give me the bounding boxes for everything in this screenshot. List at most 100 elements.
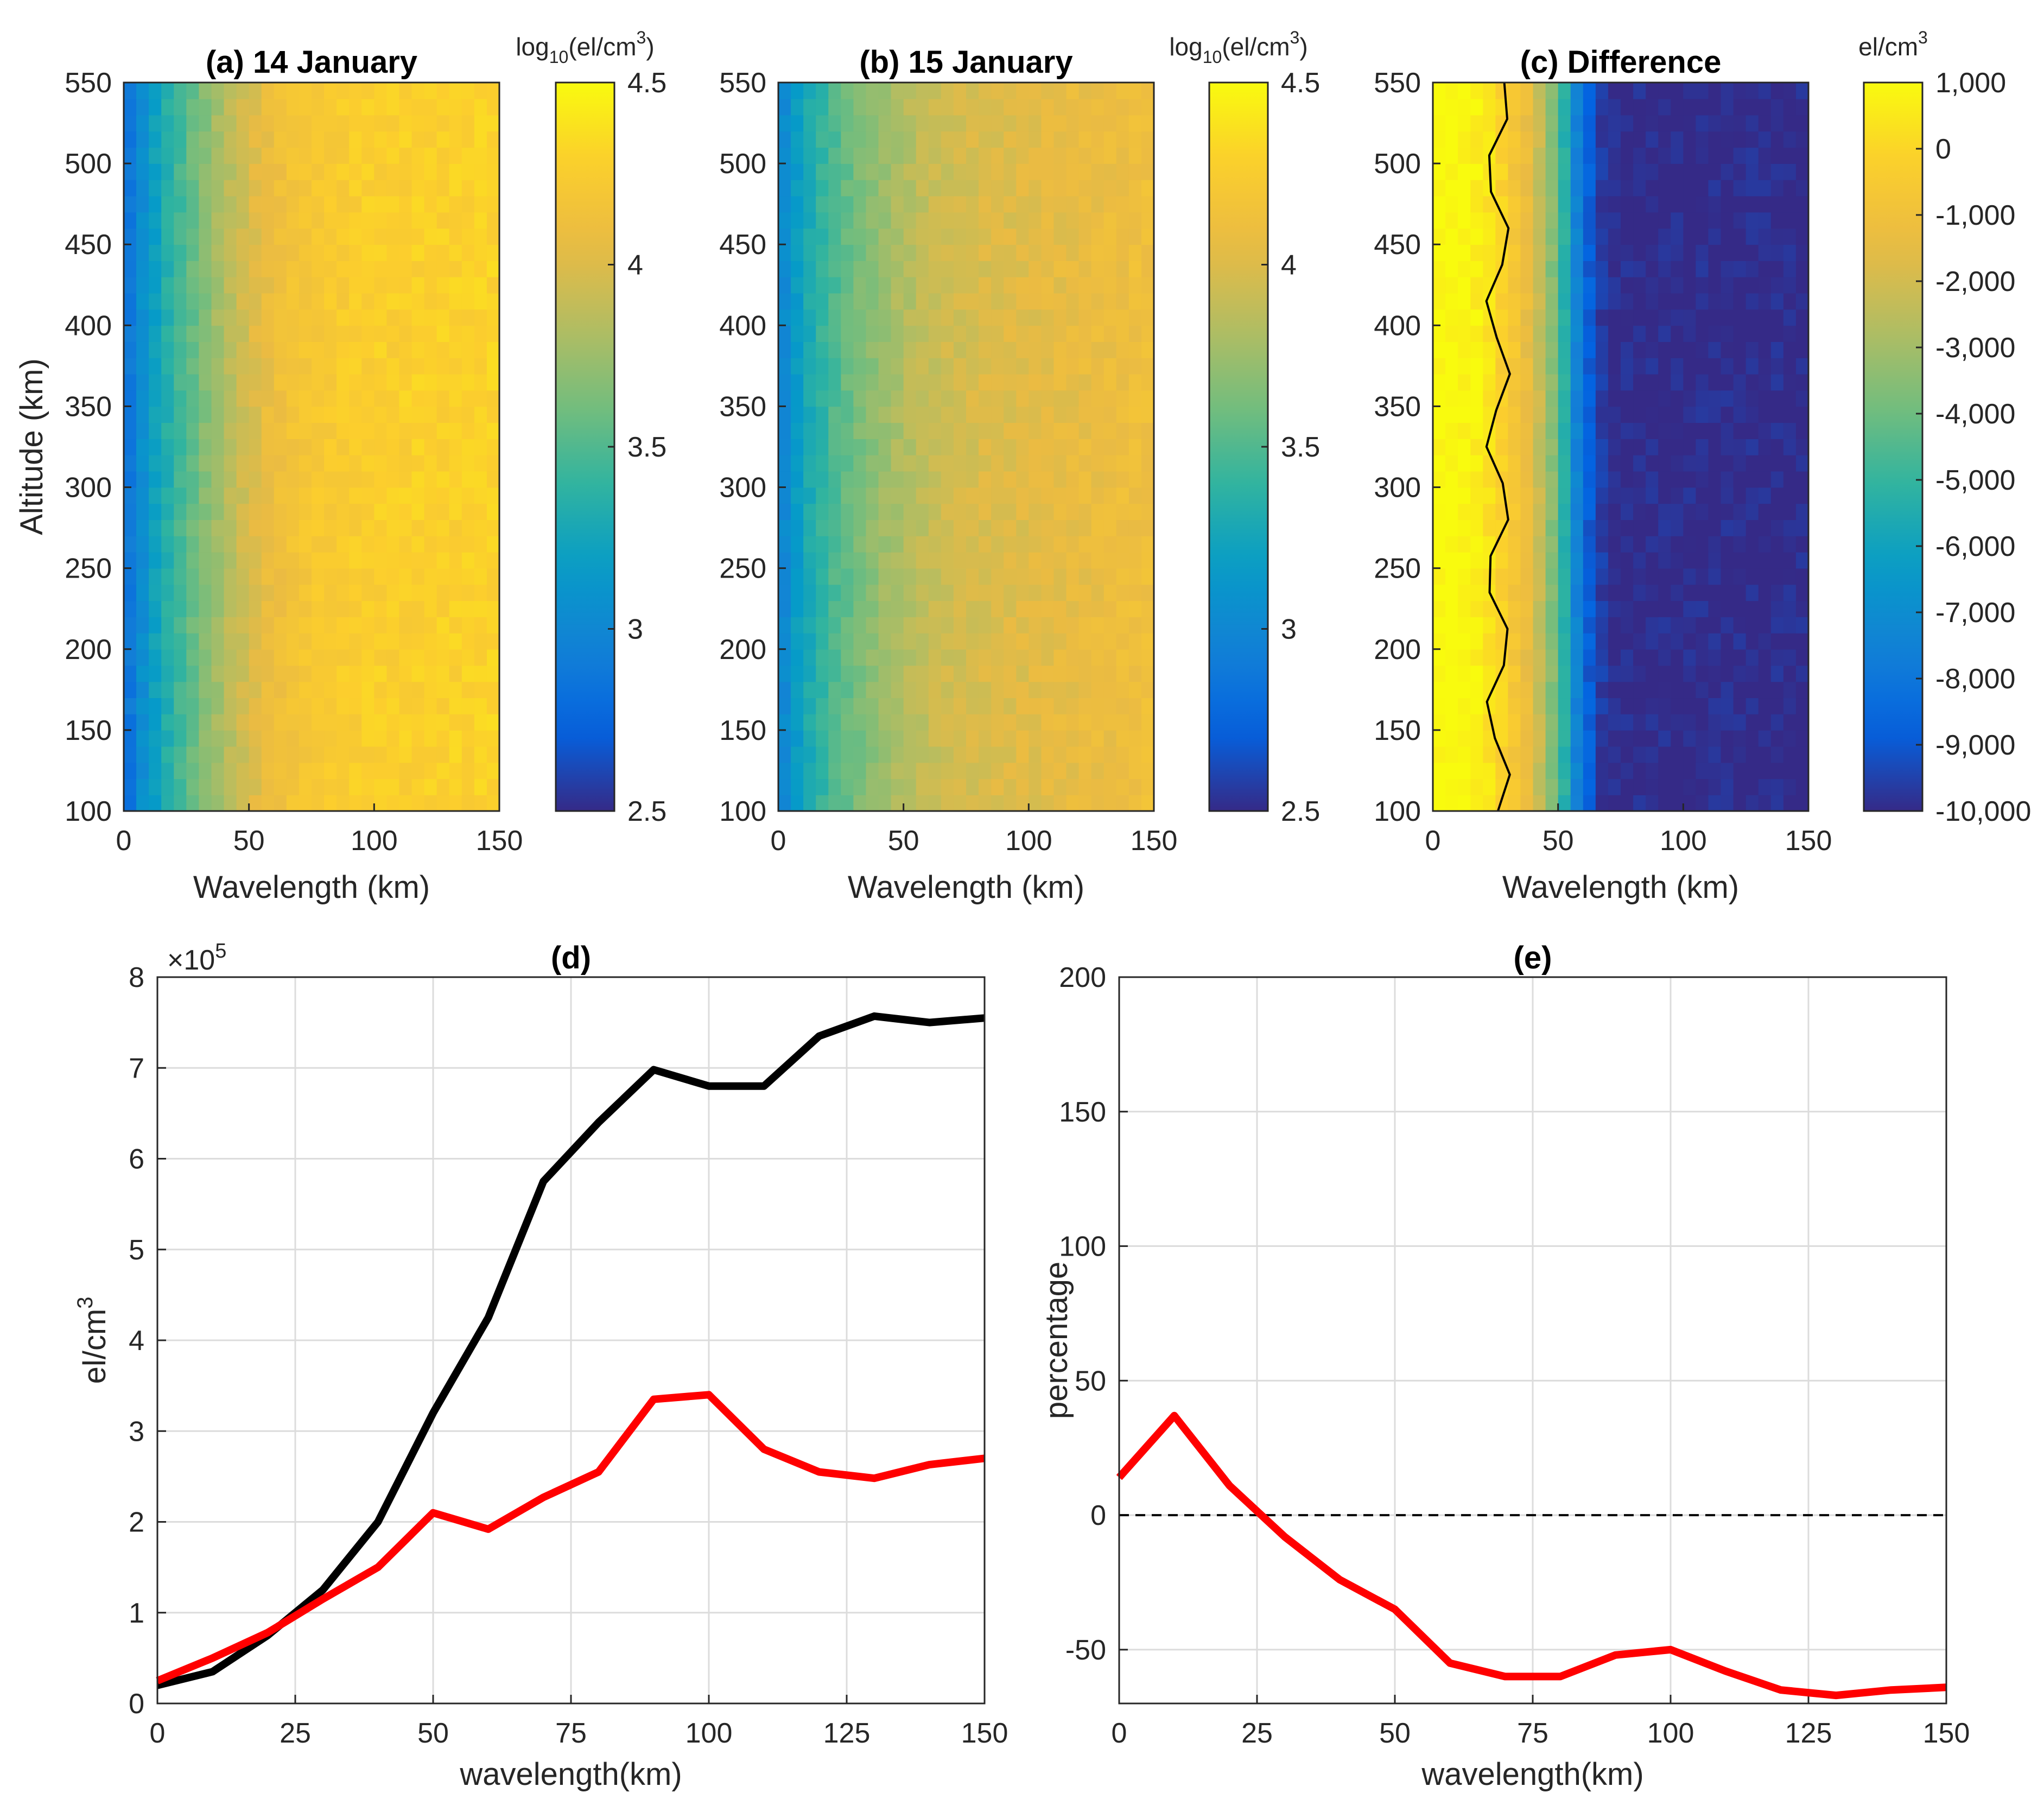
heatmap-cell (312, 487, 325, 504)
heatmap-cell (1103, 552, 1117, 569)
heatmap-cell (199, 276, 212, 294)
heatmap-cell (1646, 665, 1659, 682)
heatmap-cell (286, 98, 300, 116)
heatmap-cell (1745, 228, 1759, 245)
heatmap-cell (816, 762, 829, 780)
heatmap-cell (149, 632, 162, 650)
heatmap-cell (1533, 293, 1546, 310)
heatmap-cell (1570, 195, 1584, 213)
heatmap-cell (1608, 373, 1621, 391)
heatmap-cell (224, 617, 237, 634)
heatmap-cell (1570, 309, 1584, 326)
heatmap-cell (1545, 746, 1559, 763)
heatmap-cell (1053, 665, 1067, 682)
heatmap-cell (878, 276, 892, 294)
heatmap-cell (1053, 390, 1067, 407)
heatmap-cell (1545, 276, 1559, 294)
heatmap-cell (199, 373, 212, 391)
heatmap-cell (1696, 373, 1709, 391)
x-axis-label: Wavelength (km) (848, 870, 1084, 905)
heatmap-cell (337, 665, 350, 682)
heatmap-cell (424, 568, 437, 585)
heatmap-cell (249, 390, 262, 407)
heatmap-cell (1041, 795, 1055, 812)
heatmap-cell (1671, 552, 1684, 569)
heatmap-cell (161, 83, 175, 99)
heatmap-cell (1016, 617, 1030, 634)
heatmap-cell (1671, 778, 1684, 795)
y-tick-label: 300 (65, 472, 112, 504)
heatmap-cell (486, 195, 500, 213)
heatmap-cell (1103, 454, 1117, 472)
heatmap-cell (299, 762, 312, 780)
heatmap-cell (1533, 422, 1546, 439)
heatmap-cell (916, 439, 929, 455)
heatmap-cell (1633, 503, 1646, 520)
heatmap-cell (312, 617, 325, 634)
heatmap-cell (979, 261, 992, 277)
heatmap-cell (1633, 520, 1646, 536)
heatmap-cell (149, 746, 162, 763)
heatmap-cell (816, 357, 829, 375)
heatmap-cell (1671, 471, 1684, 488)
heatmap-cell (979, 406, 992, 423)
heatmap-cell (361, 487, 375, 504)
heatmap-cell (1141, 471, 1154, 488)
heatmap-cell (274, 373, 287, 391)
heatmap-cell (399, 536, 412, 553)
heatmap-cell (449, 341, 462, 358)
x-tick-label: 50 (1379, 1718, 1411, 1749)
heatmap-cell (1721, 698, 1734, 714)
heatmap-cell (1445, 147, 1458, 164)
heatmap-cell (411, 228, 425, 245)
heatmap-cell (1770, 778, 1784, 795)
heatmap-cell (286, 341, 300, 358)
heatmap-cell (903, 325, 917, 342)
heatmap-cell (778, 422, 791, 439)
heatmap-cell (386, 698, 400, 714)
heatmap-cell (399, 163, 412, 180)
heatmap-cell (1770, 83, 1784, 99)
heatmap-cell (249, 276, 262, 294)
heatmap-cell (1696, 536, 1709, 553)
heatmap-cell (449, 632, 462, 650)
heatmap-cell (1708, 552, 1722, 569)
heatmap-cell (161, 115, 175, 132)
heatmap-cell (791, 552, 804, 569)
data-series-line (156, 1391, 985, 1684)
heatmap-cell (486, 357, 500, 375)
heatmap-cell (186, 98, 200, 116)
heatmap-cell (1795, 131, 1809, 148)
heatmap-cell (1608, 471, 1621, 488)
heatmap-cell (1520, 309, 1534, 326)
heatmap-cell (1508, 762, 1521, 780)
heatmap-cell (953, 681, 967, 699)
heatmap-cell (966, 552, 979, 569)
heatmap-cell (449, 454, 462, 472)
heatmap-cell (1433, 228, 1446, 245)
heatmap-cell (1570, 698, 1584, 714)
heatmap-cell (1633, 681, 1646, 699)
heatmap-cell (903, 536, 917, 553)
heatmap-cell (1545, 147, 1559, 164)
heatmap-cell (399, 276, 412, 294)
heatmap-cell (778, 600, 791, 617)
heatmap-cell (953, 746, 967, 763)
heatmap-cell (816, 439, 829, 455)
heatmap-cell (966, 600, 979, 617)
heatmap-cell (436, 244, 450, 261)
heatmap-cell (274, 357, 287, 375)
heatmap-cell (1508, 617, 1521, 634)
heatmap-cell (436, 600, 450, 617)
heatmap-cell (199, 195, 212, 213)
heatmap-cell (249, 373, 262, 391)
heatmap-cell (1783, 730, 1797, 747)
heatmap-cell (1570, 568, 1584, 585)
heatmap-cell (1458, 632, 1471, 650)
heatmap-cell (941, 471, 954, 488)
heatmap-cell (374, 681, 388, 699)
heatmap-cell (374, 520, 388, 536)
heatmap-cell (1004, 212, 1017, 229)
heatmap-cell (1016, 552, 1030, 569)
heatmap-cell (486, 131, 500, 148)
